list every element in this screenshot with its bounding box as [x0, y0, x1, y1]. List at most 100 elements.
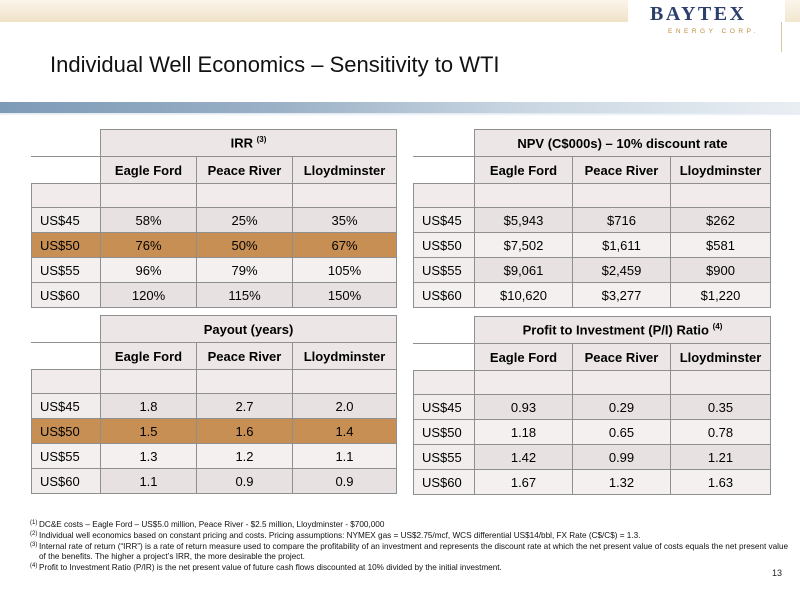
table-row: US$60 1.67 1.32 1.63 — [413, 469, 771, 495]
irr-title-text: IRR — [230, 135, 253, 151]
table-row: US$45 58% 25% 35% — [31, 207, 398, 233]
table-cell: 1.1 — [100, 468, 197, 494]
table-cell: 1.2 — [196, 443, 293, 469]
table-row: US$60 1.1 0.9 0.9 — [31, 468, 397, 494]
table-cell: 2.0 — [292, 393, 397, 419]
column-header: Eagle Ford — [474, 343, 573, 371]
footnote: (4) Profit to Investment Ratio (P/IR) is … — [30, 563, 790, 573]
table-cell: $581 — [670, 232, 771, 258]
table-row: US$45 $5,943 $716 $262 — [413, 207, 771, 233]
row-label: US$60 — [31, 468, 101, 494]
table-cell: 0.29 — [572, 394, 671, 420]
table-row: US$60 $10,620 $3,277 $1,220 — [413, 282, 771, 308]
row-label: US$50 — [413, 419, 475, 445]
empty-cell — [474, 183, 573, 208]
column-header: Eagle Ford — [100, 156, 197, 184]
table-row: US$60 120% 115% 150% — [31, 282, 398, 308]
empty-cell — [670, 183, 771, 208]
table-row: US$55 96% 79% 105% — [31, 257, 398, 283]
npv-table: NPV (C$000s) – 10% discount rate Eagle F… — [413, 129, 771, 308]
table-cell: $5,943 — [474, 207, 573, 233]
column-header: Lloydminster — [670, 343, 771, 371]
table-corner — [413, 156, 475, 184]
table-corner — [413, 316, 475, 344]
table-cell: 1.6 — [196, 418, 293, 444]
table-cell: 67% — [291, 232, 398, 258]
table-cell: 1.18 — [474, 419, 573, 445]
footnote-number: (3) — [30, 542, 38, 548]
table-cell: 1.1 — [292, 443, 397, 469]
table-cell: $9,061 — [474, 257, 573, 283]
table-cell: 2.7 — [196, 393, 293, 419]
table-cell: $7,502 — [474, 232, 573, 258]
empty-cell — [413, 370, 475, 395]
empty-cell — [291, 183, 398, 208]
npv-title: NPV (C$000s) – 10% discount rate — [474, 129, 771, 157]
irr-title: IRR (3) — [99, 129, 398, 157]
table-cell: 1.4 — [292, 418, 397, 444]
table-cell: 50% — [196, 232, 293, 258]
title-rule-shadow — [0, 113, 800, 116]
table-cell: 58% — [100, 207, 197, 233]
footnote: (2) Individual well economics based on co… — [30, 531, 790, 541]
empty-cell — [31, 183, 101, 208]
table-corner — [31, 129, 101, 157]
page-number: 13 — [772, 568, 783, 578]
column-header: Peace River — [196, 342, 293, 370]
row-label: US$45 — [31, 393, 101, 419]
table-cell: 0.9 — [196, 468, 293, 494]
header-gap — [628, 0, 634, 22]
table-cell: 25% — [196, 207, 293, 233]
row-label: US$50 — [31, 232, 101, 258]
empty-cell — [292, 369, 397, 394]
table-cell: $1,220 — [670, 282, 771, 308]
empty-cell — [100, 369, 197, 394]
empty-cell — [670, 370, 771, 395]
table-corner — [413, 343, 475, 371]
pi-title: Profit to Investment (P/I) Ratio (4) — [474, 316, 771, 344]
pi-footnote-ref: (4) — [712, 322, 723, 332]
column-header: Lloydminster — [670, 156, 771, 184]
empty-cell — [413, 183, 475, 208]
logo-divider — [781, 22, 782, 52]
column-header: Eagle Ford — [100, 342, 197, 370]
title-rule — [0, 102, 800, 113]
table-row: US$55 $9,061 $2,459 $900 — [413, 257, 771, 283]
table-cell: $1,611 — [572, 232, 671, 258]
column-header: Lloydminster — [291, 156, 398, 184]
footnotes: (1) DC&E costs – Eagle Ford – US$5.0 mill… — [30, 520, 790, 574]
table-corner — [31, 342, 101, 370]
table-cell: 0.9 — [292, 468, 397, 494]
footnote-text: DC&E costs – Eagle Ford – US$5.0 million… — [39, 520, 385, 529]
table-cell: 96% — [100, 257, 197, 283]
company-logo — [634, 0, 785, 42]
column-header: Eagle Ford — [474, 156, 573, 184]
row-label: US$55 — [31, 257, 101, 283]
row-label: US$50 — [31, 418, 101, 444]
footnote-text: Individual well economics based on const… — [39, 531, 641, 540]
table-cell: 79% — [196, 257, 293, 283]
row-label: US$45 — [31, 207, 101, 233]
table-cell: 0.65 — [572, 419, 671, 445]
table-cell: 115% — [196, 282, 293, 308]
table-cell: $262 — [670, 207, 771, 233]
table-cell: 120% — [100, 282, 197, 308]
table-cell: 1.42 — [474, 444, 573, 470]
table-cell: $900 — [670, 257, 771, 283]
pi-table: Profit to Investment (P/I) Ratio (4) Eag… — [413, 316, 771, 495]
table-cell: 0.78 — [670, 419, 771, 445]
footnote: (1) DC&E costs – Eagle Ford – US$5.0 mill… — [30, 520, 790, 530]
footnote-number: (2) — [30, 531, 38, 537]
table-row: US$50 1.18 0.65 0.78 — [413, 419, 771, 445]
row-label: US$60 — [413, 282, 475, 308]
table-corner — [31, 315, 101, 343]
column-header: Lloydminster — [292, 342, 397, 370]
column-header: Peace River — [572, 156, 671, 184]
table-cell: $716 — [572, 207, 671, 233]
table-cell: 1.63 — [670, 469, 771, 495]
empty-cell — [196, 183, 293, 208]
table-corner — [31, 156, 101, 184]
table-row: US$45 0.93 0.29 0.35 — [413, 394, 771, 420]
page-title: Individual Well Economics – Sensitivity … — [50, 52, 500, 77]
payout-title: Payout (years) — [100, 315, 397, 343]
